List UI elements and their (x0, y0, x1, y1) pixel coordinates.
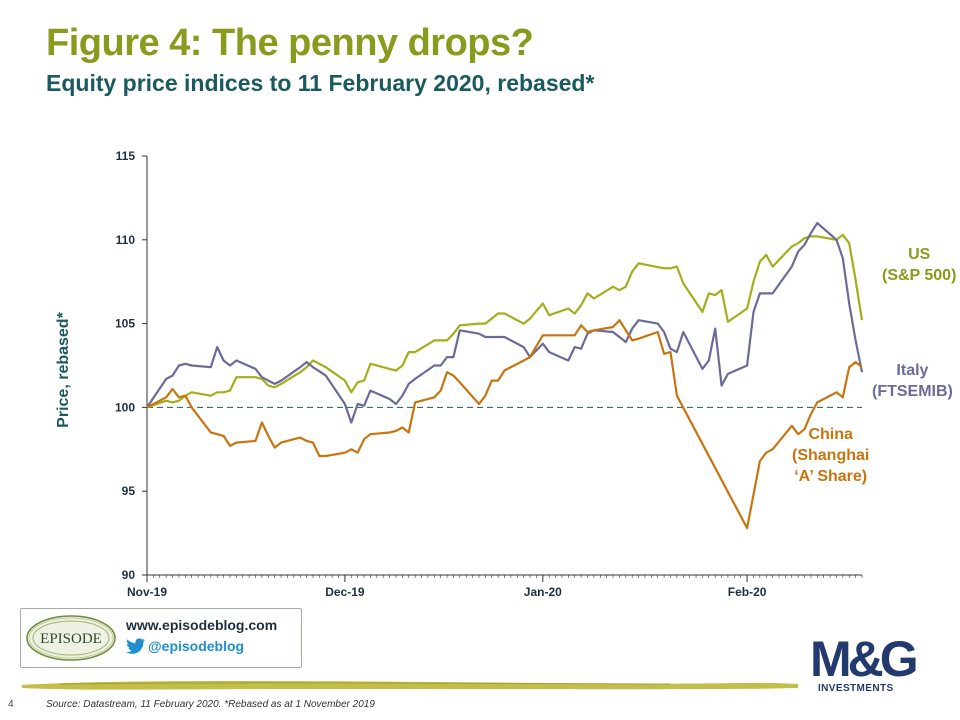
y-tick-label: 100 (115, 400, 135, 414)
mg-logo-text: M&G (810, 632, 916, 684)
y-tick-label: 90 (122, 568, 136, 582)
source-note: Source: Datastream, 11 February 2020. *R… (46, 699, 375, 710)
x-tick-label: Dec-19 (325, 585, 365, 599)
twitter-bird-icon (126, 638, 146, 654)
twitter-handle-row[interactable]: @episodeblog (126, 638, 244, 654)
mg-logo: M&G (810, 632, 920, 684)
series-label-line: Italy (896, 362, 929, 379)
series-label-line: (Shanghai (792, 447, 870, 464)
page-title: Figure 4: The penny drops? (46, 22, 534, 64)
chart-axes: 90 95 100 105 110 115 Nov-19 Dec-19 Jan-20 Feb-20 (115, 149, 863, 599)
x-tick-label: Feb-20 (728, 585, 767, 599)
series-label-us: US (S&P 500) (882, 244, 956, 286)
series-label-line: ‘A’ Share) (794, 468, 868, 485)
y-tick-label: 105 (115, 317, 135, 331)
episode-logo-panel: EPISODE (20, 608, 302, 668)
series-label-line: (FTSEMIB) (872, 383, 953, 400)
website-link[interactable]: www.episodeblog.com (126, 617, 278, 633)
x-tick-label: Jan-20 (524, 585, 562, 599)
series-label-italy: Italy (FTSEMIB) (872, 360, 953, 402)
y-tick-label: 95 (122, 484, 136, 498)
episode-logo-icon: EPISODE (26, 615, 116, 661)
decorative-brush-stroke (22, 681, 798, 690)
episode-logo-text: EPISODE (40, 631, 102, 647)
series-line-italy (146, 221, 864, 424)
x-tick-label: Nov-19 (127, 585, 167, 599)
series-label-line: (S&P 500) (882, 267, 957, 284)
series-label-line: China (808, 426, 853, 443)
series-label-line: US (908, 246, 931, 263)
mg-investments-text: INVESTMENTS (818, 683, 894, 694)
y-tick-label: 115 (116, 149, 136, 163)
page-number: 4 (8, 699, 14, 710)
series-line-us (146, 233, 864, 409)
y-tick-label: 110 (116, 233, 136, 247)
page-subtitle: Equity price indices to 11 February 2020… (46, 70, 595, 96)
twitter-handle: @episodeblog (148, 638, 245, 654)
chart-series (146, 221, 864, 530)
series-label-china: China (Shanghai ‘A’ Share) (792, 424, 869, 487)
series-line-china (146, 319, 863, 530)
y-axis-label: Price, rebased* (55, 311, 72, 427)
